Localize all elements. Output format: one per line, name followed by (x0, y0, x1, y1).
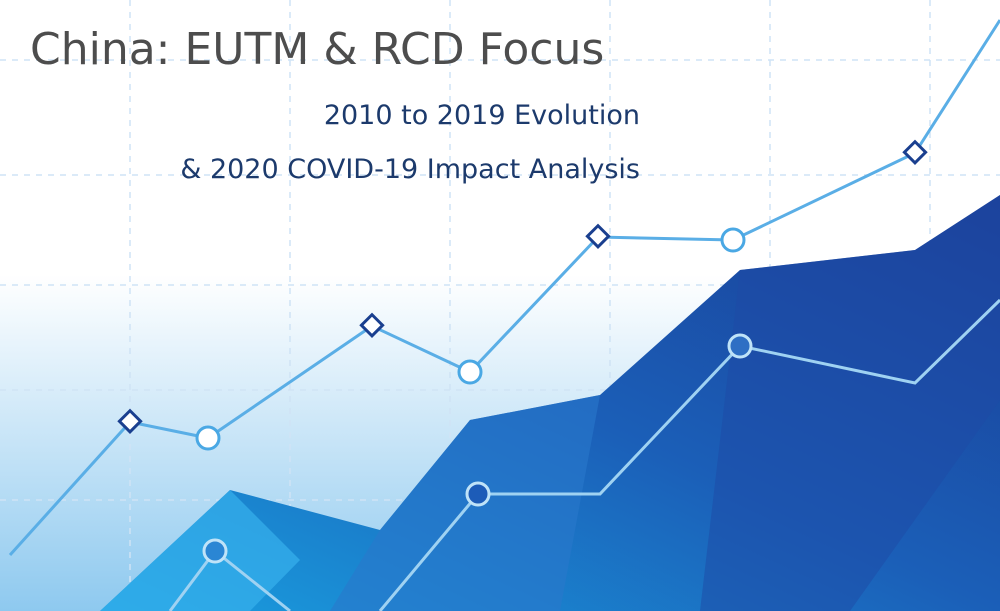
facet (330, 395, 600, 611)
title: China: EUTM & RCD Focus (30, 24, 604, 75)
subtitle: & 2020 COVID-19 Impact Analysis (180, 154, 640, 185)
facet (700, 195, 1000, 611)
subtitle: 2010 to 2019 Evolution (324, 100, 640, 131)
decor-markers (117, 139, 928, 564)
